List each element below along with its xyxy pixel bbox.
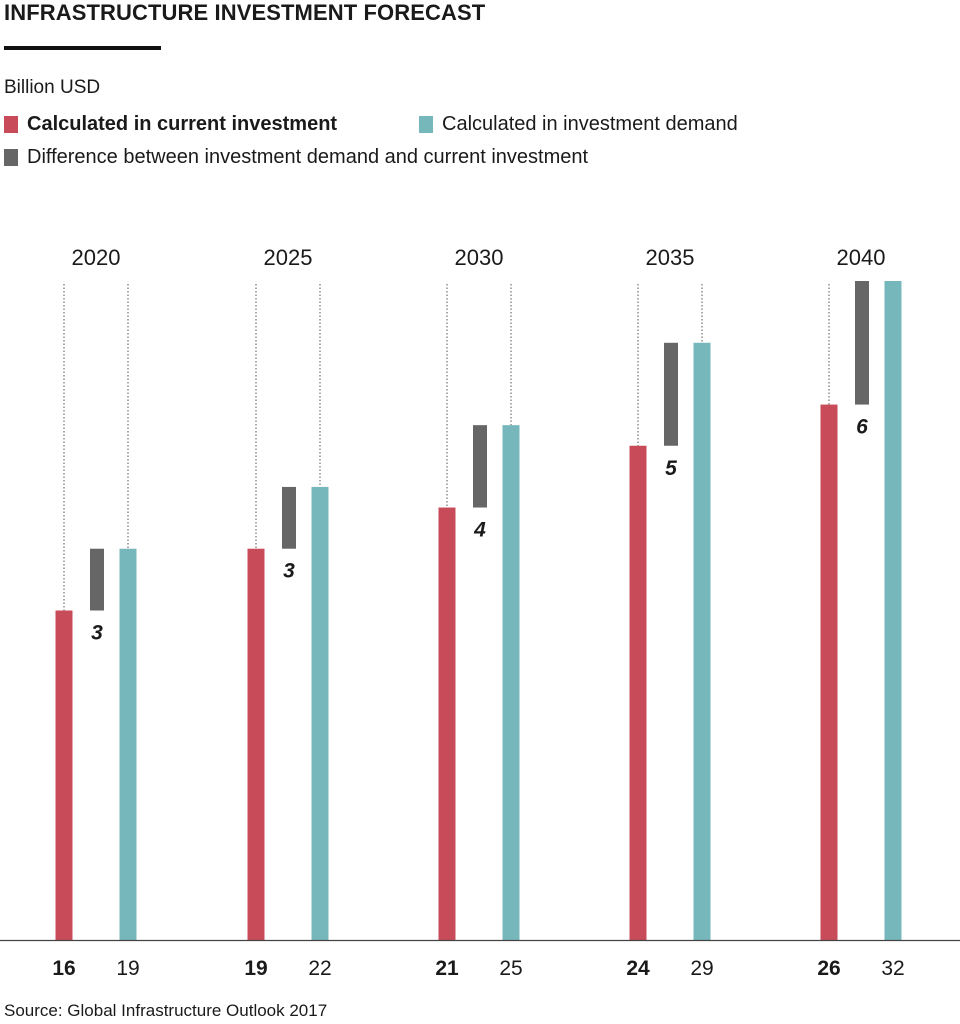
category-label: 2020 (72, 245, 121, 270)
legend-item-difference: Difference between investment demand and… (4, 145, 588, 169)
legend-item-demand: Calculated in investment demand (419, 112, 738, 136)
category-label: 2040 (837, 245, 886, 270)
legend-swatch-demand (419, 115, 433, 133)
legend-label-demand: Calculated in investment demand (442, 113, 738, 135)
bar-demand (502, 425, 520, 940)
category-label: 2035 (646, 245, 695, 270)
bar-current (247, 548, 265, 940)
category-label: 2025 (264, 245, 313, 270)
legend-label-difference: Difference between investment demand and… (27, 146, 589, 168)
current-value-label: 24 (626, 957, 650, 980)
legend-label-current: Calculated in current investment (27, 113, 338, 135)
difference-value-label: 4 (473, 519, 486, 542)
bar-difference (855, 281, 869, 405)
bar-current (55, 610, 73, 940)
difference-value-label: 5 (665, 457, 677, 480)
demand-value-label: 29 (690, 957, 713, 980)
chart-title: INFRASTRUCTURE INVESTMENT FORECAST (4, 0, 486, 25)
unit-label: Billion USD (4, 77, 101, 98)
legend-swatch-difference (4, 148, 18, 166)
bar-current (438, 507, 456, 940)
bar-chart: 2020 3 16 19 2025 3 19 22 2030 4 21 25 2035 5 24 29 2040… (0, 245, 960, 980)
demand-value-label: 32 (881, 957, 904, 980)
current-value-label: 16 (52, 957, 75, 980)
bar-demand (311, 486, 329, 940)
bar-difference (90, 548, 104, 611)
bar-difference (664, 342, 678, 446)
source-note: Source: Global Infrastructure Outlook 20… (4, 1001, 328, 1020)
category-label: 2030 (455, 245, 504, 270)
difference-value-label: 3 (91, 622, 103, 645)
current-value-label: 21 (435, 957, 459, 980)
bar-current (820, 404, 838, 940)
bar-demand (119, 548, 137, 940)
bar-demand (693, 342, 711, 940)
demand-value-label: 19 (116, 957, 139, 980)
legend-item-current: Calculated in current investment (4, 112, 337, 136)
title-underline (4, 46, 161, 50)
bar-difference (473, 425, 487, 508)
difference-value-label: 6 (856, 416, 868, 439)
bar-current (629, 445, 647, 940)
demand-value-label: 25 (499, 957, 522, 980)
bar-demand (884, 281, 902, 940)
legend-swatch-current (4, 115, 18, 133)
demand-value-label: 22 (308, 957, 331, 980)
current-value-label: 19 (244, 957, 267, 980)
current-value-label: 26 (817, 957, 840, 980)
bar-difference (282, 486, 296, 549)
difference-value-label: 3 (283, 560, 295, 583)
